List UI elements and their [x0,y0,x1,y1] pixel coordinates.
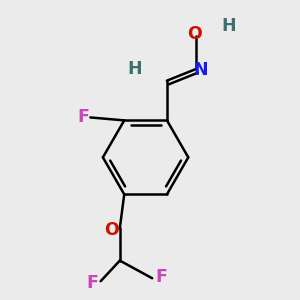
Text: F: F [77,108,89,126]
Text: N: N [194,61,208,79]
Text: O: O [104,221,119,239]
Text: F: F [86,274,98,292]
Text: O: O [188,25,202,43]
Text: H: H [127,60,142,78]
Text: F: F [155,268,167,286]
Text: H: H [221,17,236,35]
